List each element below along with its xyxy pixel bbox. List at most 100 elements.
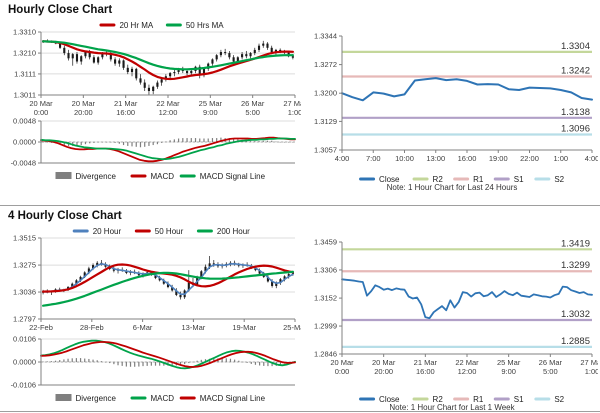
four-hourly-left-column: 1.3515 1.3275 1.3036 1.2797 22-Feb 28-Feb 6-Ma… — [0, 223, 306, 412]
legend-item-divergence: Divergence — [55, 394, 117, 403]
four-hourly-price-chart: 1.3515 1.3275 1.3036 1.2797 22-Feb 28-Feb 6-Ma… — [5, 223, 306, 335]
svg-text:1.3096: 1.3096 — [561, 124, 590, 135]
series-line-macd — [40, 339, 296, 370]
svg-text:26 Mar: 26 Mar — [539, 358, 563, 367]
level-line-r1: 1.3242 — [342, 66, 592, 78]
svg-text:19:00: 19:00 — [489, 154, 508, 163]
svg-text:27 Mar: 27 Mar — [283, 99, 301, 108]
legend-item-s1: S1 — [493, 395, 524, 404]
svg-text:28-Feb: 28-Feb — [80, 323, 104, 332]
legend-item-r1: R1 — [453, 395, 484, 404]
svg-text:16:00: 16:00 — [458, 154, 477, 163]
svg-text:MACD: MACD — [151, 172, 175, 181]
svg-text:1.3200: 1.3200 — [314, 89, 337, 98]
section-title-hourly: Hourly Close Chart — [8, 4, 113, 16]
svg-text:1.2846: 1.2846 — [314, 350, 337, 359]
legend-item-r1: R1 — [453, 175, 484, 184]
hourly-sr-note: Note: 1 Hour Chart for Last 24 Hours — [386, 183, 518, 192]
series-line-close — [341, 77, 593, 102]
svg-text:1:00: 1:00 — [553, 154, 568, 163]
svg-text:20 Mar: 20 Mar — [330, 358, 354, 367]
svg-text:1.3275: 1.3275 — [13, 261, 36, 270]
level-line-s1: 1.3138 — [342, 107, 592, 119]
weekly-sr-svg: 1.3419 1.3299 1.3032 1.2885 1.3459 1.3306 1.31… — [314, 238, 598, 405]
svg-text:1.2797: 1.2797 — [13, 315, 36, 324]
svg-text:MACD: MACD — [151, 394, 175, 403]
svg-text:1.3344: 1.3344 — [314, 32, 337, 41]
svg-text:25 Mar: 25 Mar — [199, 99, 223, 108]
svg-text:R2: R2 — [433, 175, 444, 184]
svg-text:R1: R1 — [473, 395, 484, 404]
svg-text:22-Feb: 22-Feb — [29, 323, 53, 332]
legend-item-divergence: Divergence — [55, 172, 117, 181]
svg-text:0:00: 0:00 — [34, 108, 49, 117]
svg-text:1:00: 1:00 — [288, 108, 301, 117]
svg-text:21 Mar: 21 Mar — [414, 358, 438, 367]
svg-text:S2: S2 — [554, 175, 564, 184]
legend-item-20-hr-ma: 20 Hr MA — [99, 21, 154, 30]
svg-text:Close: Close — [379, 175, 400, 184]
svg-text:10:00: 10:00 — [395, 154, 414, 163]
svg-text:1.3032: 1.3032 — [561, 309, 590, 320]
svg-text:Divergence: Divergence — [76, 172, 117, 181]
svg-text:4:00: 4:00 — [335, 154, 350, 163]
svg-text:9:00: 9:00 — [501, 367, 516, 376]
svg-text:1.3306: 1.3306 — [314, 265, 337, 274]
svg-text:20 Mar: 20 Mar — [29, 99, 53, 108]
svg-text:1.3242: 1.3242 — [561, 66, 590, 77]
svg-text:5:00: 5:00 — [543, 367, 558, 376]
svg-text:9:00: 9:00 — [203, 108, 218, 117]
legend-item-20-hour: 20 Hour — [72, 227, 121, 236]
svg-text:25-Mar: 25-Mar — [283, 323, 301, 332]
svg-text:MACD Signal Line: MACD Signal Line — [200, 172, 266, 181]
svg-text:0.0000: 0.0000 — [13, 358, 36, 367]
svg-text:12:00: 12:00 — [159, 108, 178, 117]
four-hourly-right-column: 1.3419 1.3299 1.3032 1.2885 1.3459 1.3306 1.31… — [306, 223, 600, 413]
fourhour-macd-svg: 0.0106 0.0000 -0.0106 Divergence MACD MACD Si… — [11, 335, 296, 403]
svg-text:1.3515: 1.3515 — [13, 234, 36, 243]
weekly-support-resistance-chart: 1.3419 1.3299 1.3032 1.2885 1.3459 1.3306 1.31… — [306, 234, 600, 406]
svg-text:1.3304: 1.3304 — [561, 41, 590, 52]
svg-text:5:00: 5:00 — [245, 108, 260, 117]
four-hourly-section: 4 Hourly Close Chart 1.3515 1.3275 1.3036 1… — [0, 206, 600, 412]
legend-item-r2: R2 — [412, 175, 444, 184]
level-line-s2: 1.2885 — [342, 336, 592, 348]
legend-item-close: Close — [359, 175, 400, 184]
svg-text:-0.0106: -0.0106 — [11, 381, 36, 390]
candlesticks — [42, 256, 294, 300]
svg-text:27 Mar: 27 Mar — [580, 358, 598, 367]
svg-text:1.3111: 1.3111 — [14, 69, 36, 78]
series-line-20-hour — [42, 262, 294, 295]
svg-text:1.2885: 1.2885 — [561, 336, 590, 347]
svg-text:20 Hr MA: 20 Hr MA — [119, 21, 153, 30]
svg-text:1.3272: 1.3272 — [314, 60, 337, 69]
legend-item-s2: S2 — [534, 175, 565, 184]
svg-text:1.3057: 1.3057 — [314, 146, 337, 155]
legend-item-macd-signal-line: MACD Signal Line — [179, 172, 266, 181]
svg-text:S1: S1 — [514, 395, 524, 404]
legend-item-50-hour: 50 Hour — [134, 227, 184, 236]
series-line-50-hrs-ma — [41, 40, 294, 71]
svg-text:20:00: 20:00 — [74, 108, 93, 117]
svg-text:-0.0048: -0.0048 — [11, 159, 36, 168]
series-line-macd-signal-line — [40, 137, 296, 160]
section-title-four-hourly: 4 Hourly Close Chart — [8, 210, 122, 222]
svg-text:R2: R2 — [433, 395, 444, 404]
svg-text:50 Hour: 50 Hour — [155, 227, 184, 236]
svg-text:26 Mar: 26 Mar — [241, 99, 265, 108]
hourly-right-column: 1.3304 1.3242 1.3138 1.3096 1.3344 1.3272 1.32… — [306, 17, 600, 193]
svg-text:1.3299: 1.3299 — [561, 260, 590, 271]
level-line-r2: 1.3419 — [342, 238, 592, 251]
legend-item-50-hrs-ma: 50 Hrs MA — [165, 21, 224, 30]
svg-text:1.3459: 1.3459 — [314, 238, 337, 247]
level-line-s1: 1.3032 — [342, 309, 592, 322]
four-hourly-macd-chart: 0.0106 0.0000 -0.0106 Divergence MACD MACD Si… — [5, 335, 306, 405]
svg-text:50 Hrs MA: 50 Hrs MA — [186, 21, 224, 30]
svg-text:1:00: 1:00 — [585, 367, 598, 376]
svg-text:1.3129: 1.3129 — [314, 117, 337, 126]
series-line-macd-signal-line — [40, 341, 296, 368]
svg-text:16:00: 16:00 — [116, 108, 135, 117]
legend-item-200-hour: 200 Hour — [196, 227, 250, 236]
svg-text:12:00: 12:00 — [458, 367, 477, 376]
